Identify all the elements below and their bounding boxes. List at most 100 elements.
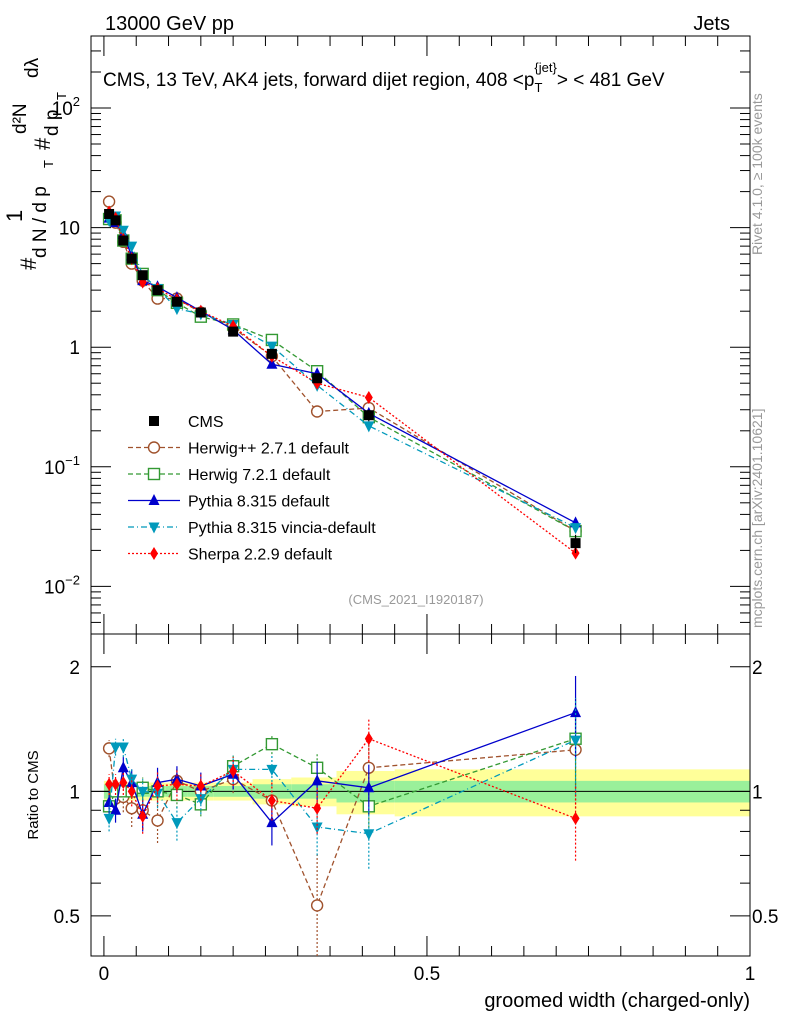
legend-label: CMS — [188, 414, 224, 431]
mcplots-label: mcplots.cern.ch [arXiv:2401.10621] — [749, 409, 765, 628]
data-point — [110, 215, 121, 226]
legend-marker — [147, 467, 161, 481]
svg-text:T: T — [41, 160, 56, 168]
data-point — [266, 348, 277, 359]
y-tick-label: 10−2 — [44, 572, 80, 598]
axes: 10−2 10−1 1 10 102 0 0.5 1 0.5 0.5 1 1 2 2 — [44, 35, 778, 985]
ratio-plot-frame — [90, 633, 751, 957]
ratio-point-pythia-8-315-vincia-default — [266, 764, 278, 776]
ratio-point-herwig-7-2-1-default — [265, 737, 279, 751]
legend-label: Herwig++ 2.7.1 default — [188, 441, 350, 458]
ratio-point-pythia-8-315-default — [266, 816, 278, 828]
data-point — [195, 307, 206, 318]
data-point — [126, 253, 137, 264]
ratio-point-pythia-8-315-default — [311, 774, 323, 786]
series-line-pythia-8-315-vincia-default — [108, 215, 576, 529]
ratio-point-pythia-8-315-vincia-default — [570, 735, 582, 747]
series-line-sherpa-2-2-9-default — [108, 211, 576, 554]
series-line-pythia-8-315-default — [108, 217, 576, 524]
ratio-point-sherpa-2-2-9-default — [111, 777, 120, 791]
header-energy: 13000 GeV pp — [105, 13, 234, 35]
ratio-point-sherpa-2-2-9-default — [105, 777, 114, 791]
data-point — [363, 410, 374, 421]
ratio-point-sherpa-2-2-9-default — [571, 811, 580, 825]
svg-text:dλ: dλ — [22, 57, 43, 78]
ratio-point-pythia-8-315-vincia-default — [363, 829, 375, 841]
data-point — [118, 235, 129, 246]
legend-marker — [148, 522, 160, 534]
ratio-series — [102, 675, 582, 956]
ratio-point-pythia-8-315-vincia-default — [137, 786, 149, 798]
ratio-point-pythia-8-315-vincia-default — [110, 742, 122, 754]
y-tick-label: 10 — [59, 219, 80, 240]
point-pythia-8-315-vincia-default — [266, 341, 278, 353]
ratio-point-pythia-8-315-default — [570, 706, 582, 718]
plot-title: CMS, 13 TeV, AK4 jets, forward dijet reg… — [103, 60, 665, 95]
point-pythia-8-315-vincia-default — [570, 523, 582, 535]
legend-marker — [149, 416, 159, 426]
svg-text:d²N: d²N — [10, 103, 31, 134]
legend: CMS Herwig++ 2.7.1 default Herwig 7.2.1 de… — [128, 414, 376, 564]
ratio-point-sherpa-2-2-9-default — [196, 779, 205, 793]
y-tick-label: 1 — [69, 338, 80, 359]
data-point — [152, 285, 163, 296]
legend-label: Pythia 8.315 default — [188, 494, 330, 511]
data-point — [171, 296, 182, 307]
ratio-tick-label: 1 — [752, 782, 763, 803]
ratio-tick-label: 0.5 — [752, 907, 778, 928]
series-line-herwig-2-7-1-default — [108, 201, 576, 532]
ratio-point-pythia-8-315-vincia-default — [171, 818, 183, 830]
point-pythia-8-315-vincia-default — [171, 304, 183, 316]
ratio-point-herwig-2-7-1-default — [310, 899, 324, 912]
data-point — [312, 373, 323, 384]
header-process: Jets — [693, 13, 730, 35]
svg-text:1: 1 — [2, 210, 27, 222]
main-plot-frame — [90, 35, 751, 635]
ratio-point-sherpa-2-2-9-default — [364, 732, 373, 746]
legend-label: Sherpa 2.2.9 default — [188, 547, 333, 564]
main-series — [102, 195, 582, 560]
svg-text:#: # — [30, 137, 55, 150]
ratio-point-sherpa-2-2-9-default — [138, 809, 147, 823]
ratio-point-pythia-8-315-default — [117, 761, 129, 773]
ratio-point-pythia-8-315-default — [110, 803, 122, 815]
svg-text:d N / d p: d N / d p — [30, 186, 51, 258]
legend-label: Pythia 8.315 vincia-default — [188, 520, 376, 537]
data-point — [104, 208, 115, 219]
svg-text:d p: d p — [42, 110, 63, 136]
svg-text:T: T — [54, 92, 69, 100]
ratio-point-herwig-2-7-1-default — [151, 814, 164, 827]
point-pythia-8-315-vincia-default — [117, 225, 129, 237]
point-sherpa-2-2-9-default — [364, 390, 373, 404]
y-tick-label: 10−1 — [44, 453, 80, 479]
rivet-label: Rivet 4.1.0, ≥ 100k events — [749, 93, 765, 255]
point-pythia-8-315-vincia-default — [363, 421, 375, 433]
legend-label: Herwig 7.2.1 default — [188, 467, 331, 484]
ratio-point-pythia-8-315-vincia-default — [117, 742, 129, 754]
ratio-point-sherpa-2-2-9-default — [119, 776, 128, 790]
ratio-tick-label: 0.5 — [54, 907, 80, 928]
data-point — [137, 270, 148, 281]
analysis-id: (CMS_2021_I1920187) — [348, 592, 483, 607]
ratio-point-sherpa-2-2-9-default — [127, 784, 136, 798]
series-line-herwig-7-2-1-default — [108, 218, 576, 532]
point-pythia-8-315-vincia-default — [126, 241, 138, 253]
ratio-point-pythia-8-315-default — [103, 795, 115, 807]
ratio-point-pythia-8-315-vincia-default — [126, 774, 138, 786]
legend-marker — [147, 441, 161, 454]
ratio-tick-label: 2 — [69, 658, 80, 679]
ratio-point-sherpa-2-2-9-default — [229, 764, 238, 778]
data-point — [228, 326, 239, 337]
x-tick-label: 1 — [745, 964, 756, 985]
y-axis-label: # d N / d p T 1 # d p T d²N dλ — [2, 57, 69, 270]
ratio-tick-label: 1 — [69, 782, 80, 803]
x-axis-label: groomed width (charged-only) — [484, 990, 750, 1012]
ratio-point-sherpa-2-2-9-default — [267, 794, 276, 808]
point-herwig-2-7-1-default — [102, 195, 116, 208]
ratio-point-pythia-8-315-vincia-default — [103, 813, 115, 825]
point-pythia-8-315-default — [266, 357, 278, 369]
ratio-point-sherpa-2-2-9-default — [313, 801, 322, 815]
x-tick-label: 0 — [99, 964, 110, 985]
x-tick-label: 0.5 — [414, 964, 440, 985]
